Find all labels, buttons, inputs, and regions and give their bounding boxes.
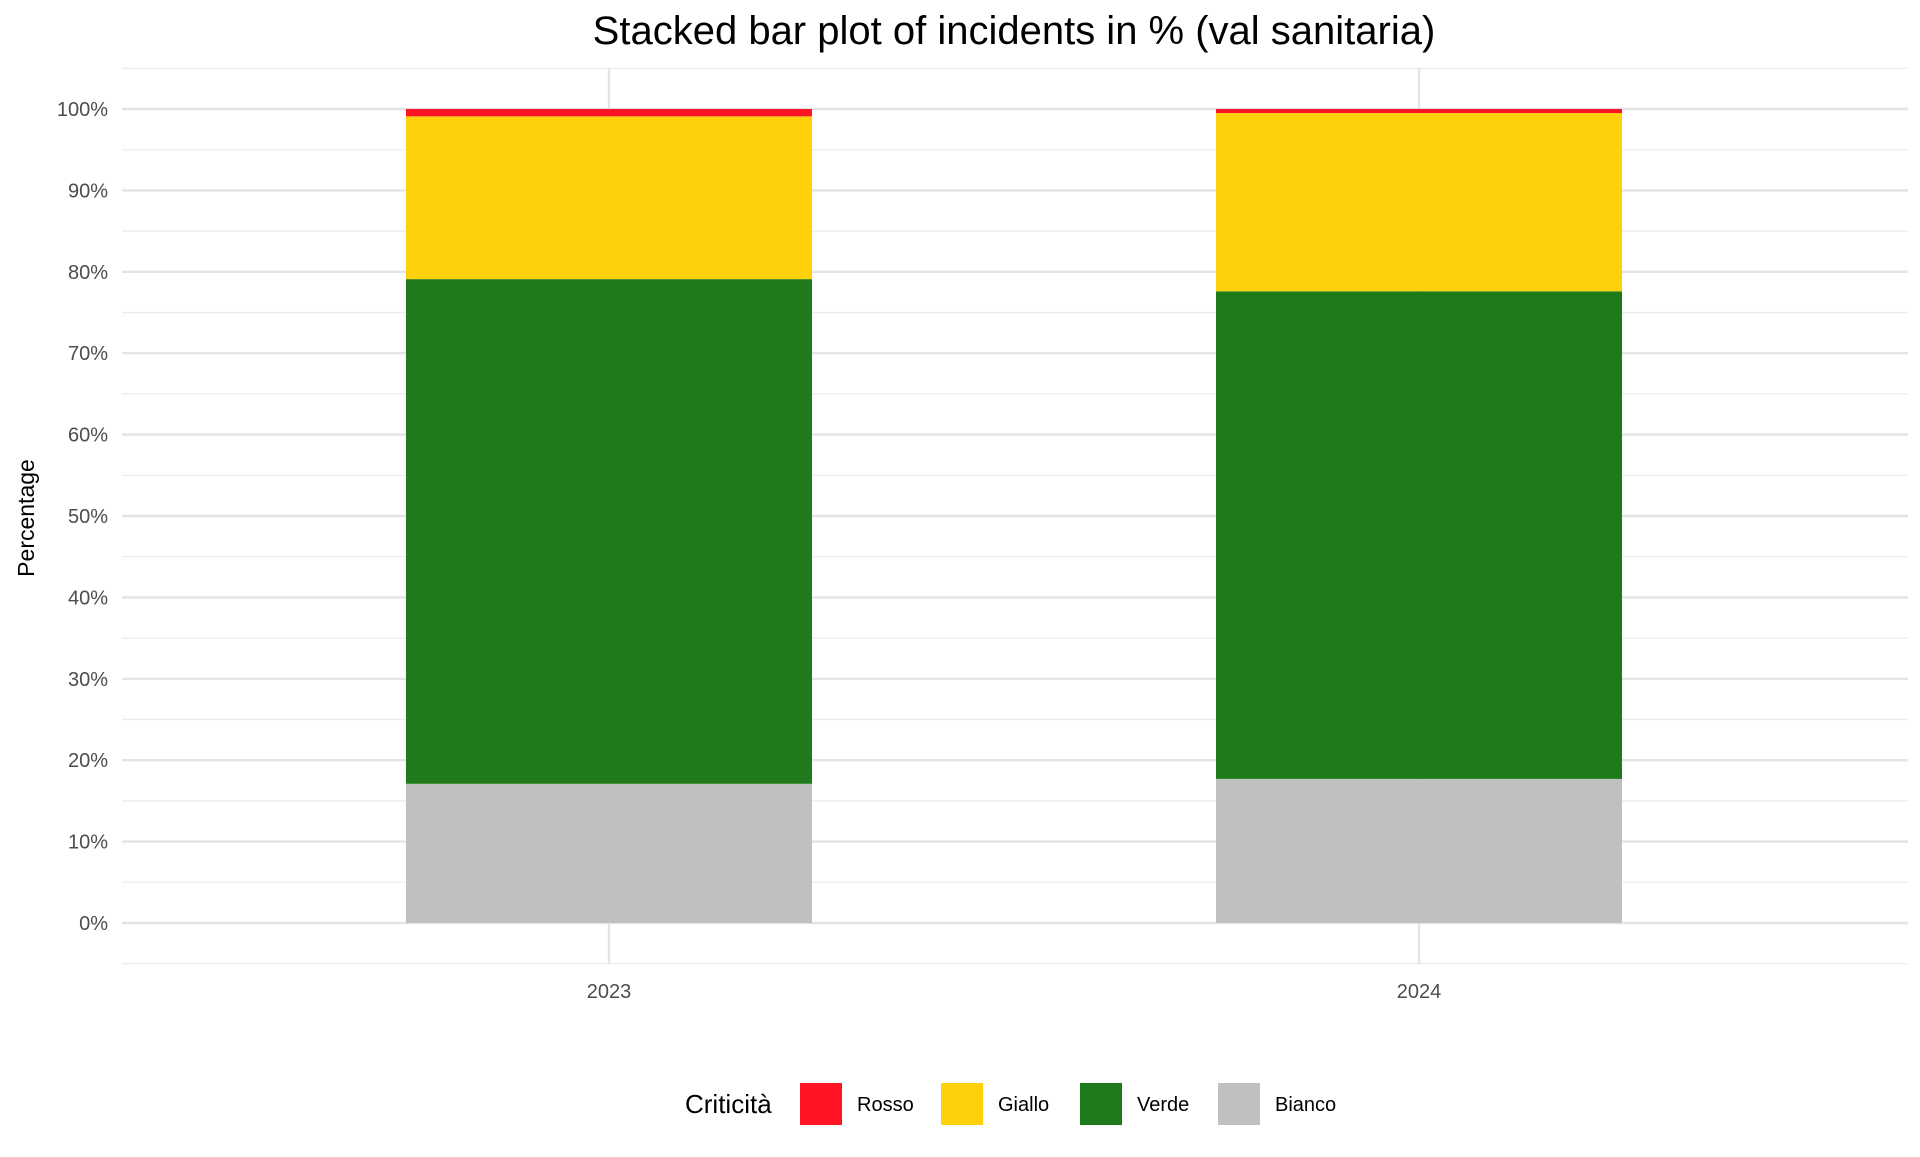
bars-layer bbox=[406, 109, 1622, 923]
legend-label-giallo: Giallo bbox=[998, 1094, 1049, 1116]
bar-segment-verde-2023 bbox=[406, 279, 812, 784]
chart-title: Stacked bar plot of incidents in % (val … bbox=[593, 9, 1436, 53]
legend-key-verde bbox=[1080, 1083, 1122, 1125]
bar-segment-giallo-2023 bbox=[406, 116, 812, 280]
y-tick-label: 60% bbox=[68, 425, 108, 447]
bar-segment-rosso-2024 bbox=[1216, 109, 1622, 114]
legend-label-bianco: Bianco bbox=[1275, 1094, 1336, 1116]
bar-segment-verde-2024 bbox=[1216, 291, 1622, 779]
legend-label-rosso: Rosso bbox=[857, 1094, 914, 1116]
bar-segment-giallo-2024 bbox=[1216, 113, 1622, 292]
legend-key-bianco bbox=[1218, 1083, 1260, 1125]
y-tick-label: 90% bbox=[68, 180, 108, 202]
y-tick-label: 80% bbox=[68, 262, 108, 284]
bar-segment-rosso-2023 bbox=[406, 109, 812, 117]
bar-segment-bianco-2024 bbox=[1216, 778, 1622, 923]
x-tick-label: 2024 bbox=[1397, 981, 1442, 1003]
y-tick-label: 0% bbox=[79, 913, 108, 935]
y-axis-title: Percentage bbox=[13, 459, 39, 577]
y-axis: 0% 10% 20% 30% 40% 50% 60% 70% 80% 90% 100% bbox=[57, 99, 108, 935]
y-tick-label: 100% bbox=[57, 99, 108, 121]
x-axis: 2023 2024 bbox=[587, 981, 1442, 1003]
bar-segment-bianco-2023 bbox=[406, 783, 812, 923]
y-tick-label: 30% bbox=[68, 669, 108, 691]
y-tick-label: 50% bbox=[68, 506, 108, 528]
legend: Criticità Rosso Giallo Verde Bianco bbox=[685, 1083, 1336, 1125]
legend-label-verde: Verde bbox=[1137, 1094, 1189, 1116]
legend-key-rosso bbox=[800, 1083, 842, 1125]
legend-key-giallo bbox=[941, 1083, 983, 1125]
y-tick-label: 20% bbox=[68, 750, 108, 772]
y-tick-label: 40% bbox=[68, 587, 108, 609]
y-tick-label: 70% bbox=[68, 343, 108, 365]
legend-title: Criticità bbox=[685, 1089, 772, 1119]
grid-layer bbox=[122, 67, 1908, 965]
x-tick-label: 2023 bbox=[587, 981, 632, 1003]
y-tick-label: 10% bbox=[68, 832, 108, 854]
